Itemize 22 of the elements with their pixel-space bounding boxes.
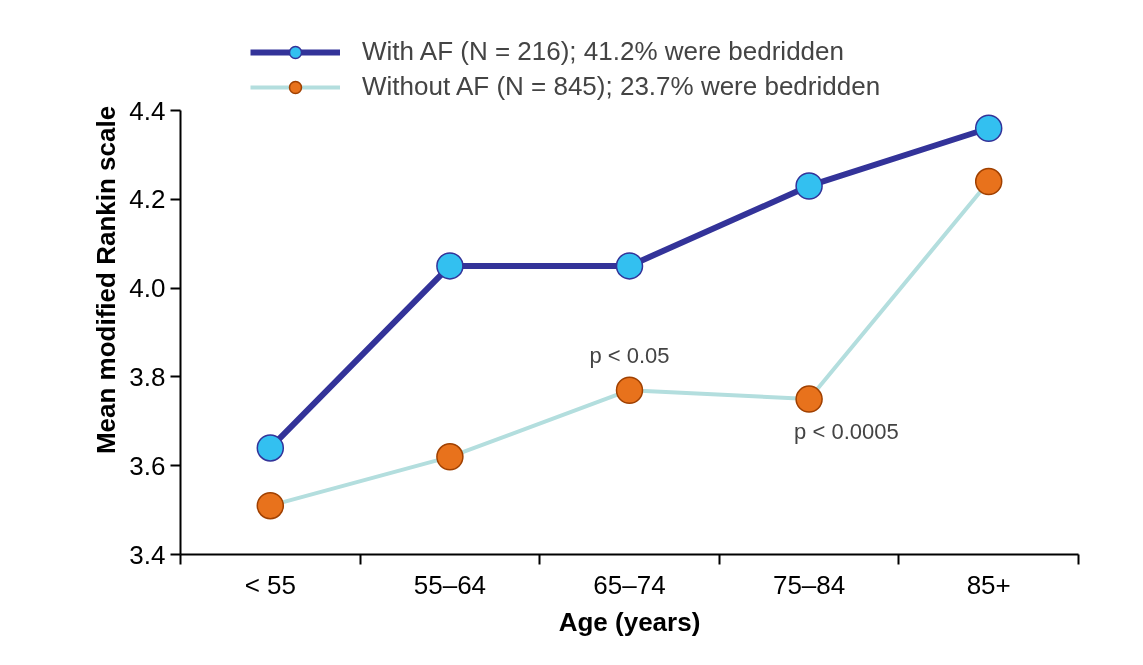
point — [974, 114, 1003, 142]
y-tick-label: 4.0 — [129, 273, 166, 304]
y-tick-label: 3.8 — [129, 361, 166, 392]
y-tick-label: 4.2 — [129, 184, 166, 215]
annotation: p < 0.05 — [589, 343, 670, 369]
y-tick-label: 3.6 — [129, 450, 166, 481]
annotation: p < 0.0005 — [794, 419, 899, 445]
legend-label: With AF (N = 216); 41.2% were bedridden — [362, 36, 844, 67]
x-tick-label: < 55 — [244, 569, 296, 600]
point — [256, 434, 285, 462]
point — [615, 252, 644, 280]
point — [795, 172, 823, 200]
y-axis-title: Mean modified Rankin scale — [91, 105, 122, 455]
point — [436, 252, 464, 280]
x-tick-label: 55–64 — [413, 569, 487, 600]
x-tick-label: 65–74 — [593, 569, 666, 600]
x-tick-label: 85+ — [966, 569, 1011, 600]
y-tick-label: 4.4 — [129, 95, 166, 126]
x-tick-label: 75–84 — [772, 569, 846, 600]
legend-label: Without AF (N = 845); 23.7% were bedridden — [362, 71, 881, 102]
x-axis-title: Age (years) — [558, 606, 701, 637]
y-tick-label: 3.4 — [129, 539, 166, 570]
